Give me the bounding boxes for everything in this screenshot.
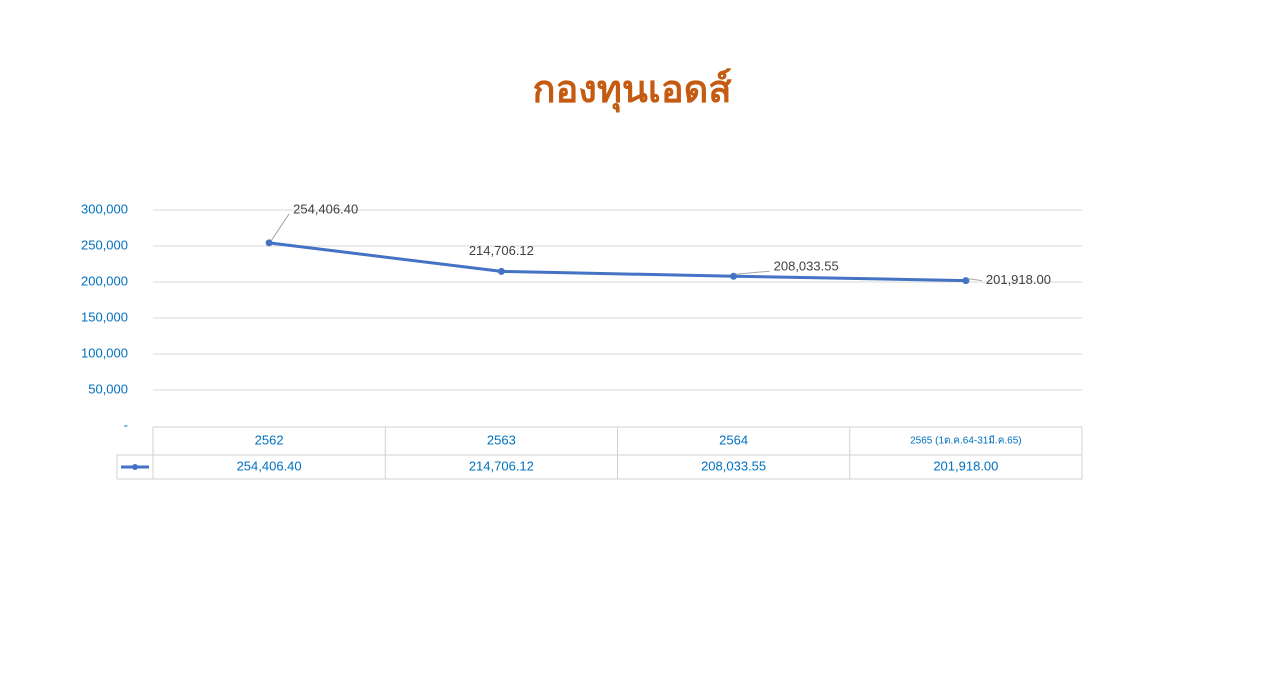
data-label: 254,406.40	[293, 201, 358, 216]
point	[730, 272, 738, 280]
y-tick-label: 150,000	[81, 309, 128, 324]
table-value: 214,706.12	[469, 458, 534, 473]
y-tick-label: 200,000	[81, 273, 128, 288]
y-tick-label: 250,000	[81, 237, 128, 252]
y-tick-label: 100,000	[81, 345, 128, 360]
point	[497, 267, 505, 275]
leader-line	[735, 270, 770, 275]
data-label: 208,033.55	[774, 259, 839, 274]
line	[268, 241, 966, 283]
x-tick-label: 2564	[719, 432, 748, 447]
point	[962, 277, 970, 285]
table-value: 201,918.00	[933, 458, 998, 473]
y-tick-label: 50,000	[88, 381, 128, 396]
x-tick-label: 2565 (1ต.ค.64-31มี.ค.65)	[910, 435, 1022, 447]
x-tick-label: 2562	[255, 432, 284, 447]
y-tick-label: -	[124, 417, 128, 432]
table-value: 254,406.40	[237, 458, 302, 473]
data-label: 201,918.00	[986, 272, 1051, 287]
data-label: 214,706.12	[469, 243, 534, 258]
leader-line	[270, 213, 290, 242]
table-value: 208,033.55	[701, 458, 766, 473]
point	[265, 239, 273, 247]
leader-line	[967, 278, 982, 282]
x-tick-label: 2563	[487, 432, 516, 447]
y-tick-label: 300,000	[81, 201, 128, 216]
legend-marker	[132, 464, 138, 470]
chart-title: กองทุนเอดส์	[532, 68, 732, 113]
